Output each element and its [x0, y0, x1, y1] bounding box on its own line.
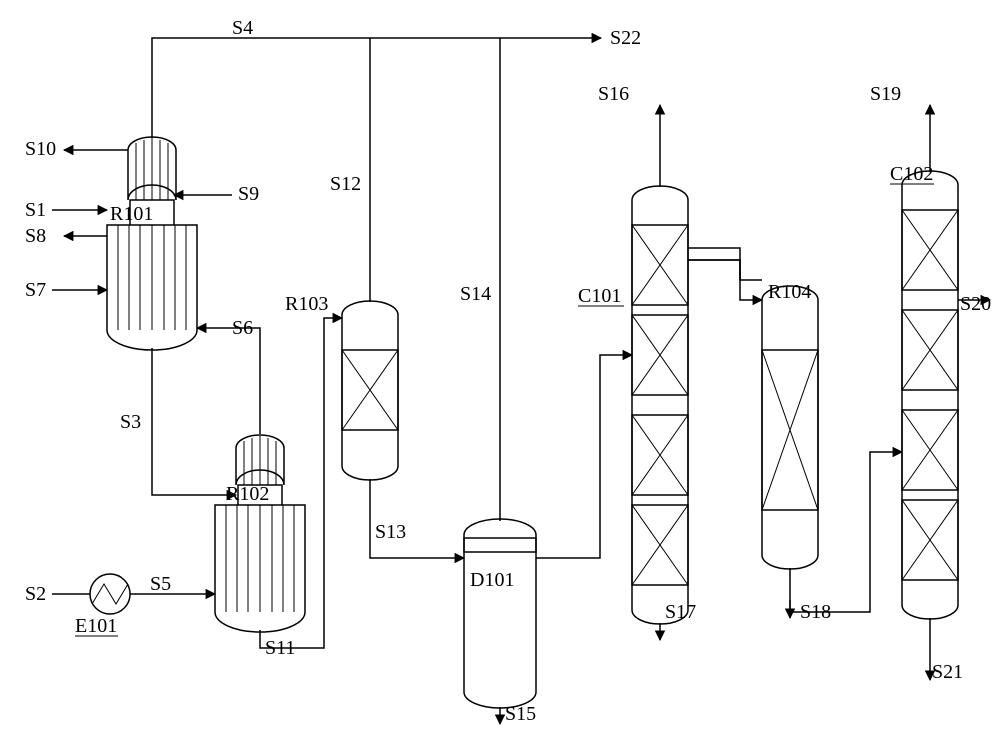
lbl-s7: S7: [25, 279, 46, 301]
reactor-r102: R102: [215, 435, 305, 632]
lbl-s12: S12: [330, 173, 361, 195]
column-c102: C102: [890, 163, 958, 619]
c101-r104-connector: [688, 248, 762, 300]
lbl-s5: S5: [150, 573, 171, 595]
lbl-s18: S18: [800, 601, 831, 623]
lbl-s8: S8: [25, 225, 46, 247]
lbl-s20: S20: [960, 293, 991, 315]
lbl-s10: S10: [25, 138, 56, 160]
lbl-s9: S9: [238, 183, 259, 205]
line-s18-c102: [790, 452, 902, 612]
exchanger-e101: E101: [75, 574, 130, 637]
label-r101: R101: [110, 203, 153, 225]
lbl-s22: S22: [610, 27, 641, 49]
lbl-s11: S11: [265, 637, 295, 659]
lbl-s1: S1: [25, 199, 46, 221]
line-c101-r104: [688, 260, 762, 280]
label-r103: R103: [285, 293, 328, 315]
lbl-s4: S4: [232, 17, 253, 39]
line-c101-r104a: [688, 260, 740, 280]
lbl-s15: S15: [505, 703, 536, 725]
line-s6: [197, 328, 260, 434]
label-r104: R104: [768, 281, 811, 303]
lbl-s17: S17: [665, 601, 696, 623]
line-d101-c101: [536, 355, 632, 558]
line-s4-s22: [152, 38, 601, 138]
lbl-s14: S14: [460, 283, 491, 305]
process-flow-diagram: R101 R102 R103 D101: [0, 0, 1000, 752]
reactor-r101: R101: [107, 137, 197, 350]
lbl-s6: S6: [232, 317, 253, 339]
line-s13: [370, 479, 464, 558]
label-e101: E101: [75, 615, 117, 637]
label-c101: C101: [578, 285, 621, 307]
reactor-r104: R104: [762, 281, 818, 569]
lbl-s16: S16: [598, 83, 629, 105]
drum-d101: D101: [464, 519, 536, 708]
label-d101: D101: [470, 569, 514, 591]
reactor-r103: R103: [285, 293, 398, 480]
line-s3: [152, 348, 236, 495]
lbl-s2: S2: [25, 583, 46, 605]
lbl-s3: S3: [120, 411, 141, 433]
stream-labels: S1 S2 S3 S4 S5 S6 S7 S8 S9 S10 S11 S12 S…: [25, 17, 991, 725]
lbl-s13: S13: [375, 521, 406, 543]
label-r102: R102: [226, 483, 269, 505]
label-c102: C102: [890, 163, 933, 185]
lbl-s21: S21: [932, 661, 963, 683]
lbl-s19: S19: [870, 83, 901, 105]
